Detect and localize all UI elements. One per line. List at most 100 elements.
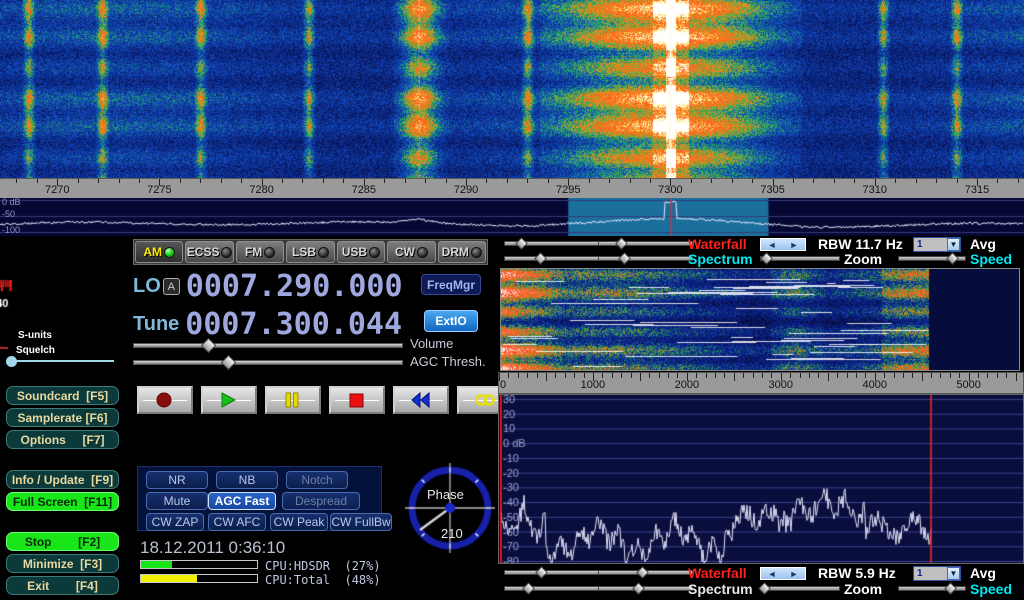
rbw-spinner-bottom[interactable]: ◄ ► bbox=[760, 567, 806, 580]
wf-contrast-knob-top[interactable] bbox=[515, 237, 528, 250]
pause-button[interactable] bbox=[265, 386, 321, 414]
extio-button[interactable]: ExtIO bbox=[424, 310, 478, 332]
rf-scale-label: 7280 bbox=[249, 184, 274, 196]
af-scale-label: 2000 bbox=[674, 379, 700, 391]
sidebar-button-minimize[interactable]: Minimize [F3] bbox=[6, 554, 119, 573]
rf-frequency-scale[interactable]: 7270 7275 7280 7285 7290 7295 7300 7305 7310 7315 bbox=[0, 178, 1024, 198]
zoom-slider-top[interactable] bbox=[760, 252, 840, 265]
rbw-right-arrow-top[interactable]: ► bbox=[789, 239, 799, 250]
vfo-ab-badge[interactable]: A bbox=[162, 278, 180, 295]
speed-knob-top[interactable] bbox=[946, 252, 959, 265]
sidebar-button-samplerate[interactable]: Samplerate [F6] bbox=[6, 408, 119, 427]
dsp-button-cw-fullbw[interactable]: CW FullBw bbox=[330, 513, 392, 531]
mode-button-lsb[interactable]: LSB bbox=[286, 241, 335, 263]
lo-frequency-value[interactable]: 0007.290.000 bbox=[185, 269, 403, 304]
volume-knob[interactable] bbox=[200, 337, 217, 354]
dsp-button-nr[interactable]: NR bbox=[146, 471, 208, 489]
sp-contrast-knob-top[interactable] bbox=[534, 252, 547, 265]
rf-scale-label: 7285 bbox=[351, 184, 377, 196]
speed-slider-top[interactable] bbox=[898, 252, 966, 265]
sidebar-button-info[interactable]: Info / Update [F9] bbox=[6, 470, 119, 489]
sp-range-knob-bot[interactable] bbox=[632, 582, 645, 595]
sidebar-menu[interactable]: Soundcard [F5] Samplerate [F6] Options [F7… bbox=[6, 386, 119, 598]
rbw-left-arrow-bottom[interactable]: ◄ bbox=[767, 568, 777, 579]
wf-brightness-knob-bot[interactable] bbox=[636, 566, 649, 579]
af-scale-tick bbox=[771, 373, 773, 378]
wf-brightness-slider-top[interactable] bbox=[598, 237, 693, 250]
agc-threshold-label: AGC Thresh. bbox=[410, 354, 486, 369]
af-scale-tick bbox=[705, 373, 707, 378]
zoom-slider-bottom[interactable] bbox=[758, 582, 840, 595]
mode-button-ecss[interactable]: ECSS bbox=[185, 241, 234, 263]
clock-display: 18.12.2011 0:36:10 bbox=[140, 538, 286, 557]
sp-contrast-knob-bot[interactable] bbox=[522, 582, 535, 595]
speed-slider-bottom[interactable] bbox=[898, 582, 966, 595]
freq-manager-button[interactable]: FreqMgr bbox=[421, 274, 481, 295]
wf-contrast-slider-bot[interactable] bbox=[504, 566, 599, 579]
rbw-spinner-top[interactable]: ◄ ► bbox=[760, 238, 806, 251]
mode-selector[interactable]: AM ECSS FM LSB USB CW DRM bbox=[133, 239, 488, 265]
transport-controls[interactable] bbox=[137, 386, 513, 414]
mode-button-cw[interactable]: CW bbox=[387, 241, 436, 263]
volume-slider[interactable] bbox=[133, 337, 403, 354]
sidebar-button-options[interactable]: Options [F7] bbox=[6, 430, 119, 449]
sidebar-button-full[interactable]: Full Screen [F11] bbox=[6, 492, 119, 511]
sp-contrast-slider-top[interactable] bbox=[504, 252, 599, 265]
dsp-button-mute[interactable]: Mute bbox=[146, 492, 208, 510]
af-scale-tick bbox=[1006, 373, 1008, 378]
zoom-knob-top[interactable] bbox=[760, 252, 773, 265]
rbw-right-arrow-bottom[interactable]: ► bbox=[789, 568, 799, 579]
avg-combo-top[interactable]: 1 ▼ bbox=[913, 237, 961, 252]
rf-spectrum-display[interactable]: 0 dB -50 -100 bbox=[0, 198, 1024, 236]
af-waterfall-display[interactable] bbox=[500, 268, 1020, 371]
sidebar-button-exit[interactable]: Exit [F4] bbox=[6, 576, 119, 595]
wf-contrast-knob-bot[interactable] bbox=[535, 566, 548, 579]
dsp-button-nb[interactable]: NB bbox=[216, 471, 278, 489]
squelch-knob[interactable] bbox=[6, 356, 17, 367]
speed-knob-bottom[interactable] bbox=[944, 582, 957, 595]
af-top-row-2: Spectrum Zoom Speed bbox=[498, 251, 1024, 267]
af-frequency-scale[interactable]: 0 1000 2000 3000 4000 5000 bbox=[498, 372, 1024, 394]
sp-range-knob-top[interactable] bbox=[618, 252, 631, 265]
tune-frequency-value[interactable]: 0007.300.044 bbox=[185, 307, 403, 342]
play-button[interactable] bbox=[201, 386, 257, 414]
mode-button-fm[interactable]: FM bbox=[235, 241, 285, 263]
zoom-knob-bottom[interactable] bbox=[758, 582, 771, 595]
rewind-button[interactable] bbox=[393, 386, 449, 414]
record-button[interactable] bbox=[137, 386, 193, 414]
wf-brightness-knob-top[interactable] bbox=[615, 237, 628, 250]
rf-waterfall-display[interactable] bbox=[0, 0, 1024, 178]
scale-tick bbox=[752, 179, 754, 183]
chevron-down-icon[interactable]: ▼ bbox=[947, 238, 960, 251]
stop-button[interactable] bbox=[329, 386, 385, 414]
sp-range-slider-bot[interactable] bbox=[598, 582, 693, 595]
rbw-left-arrow-top[interactable]: ◄ bbox=[767, 239, 777, 250]
af-scale-label: 4000 bbox=[862, 379, 887, 391]
phase-dial[interactable]: Phase 210 bbox=[403, 461, 498, 561]
dsp-button-despread[interactable]: Despread bbox=[282, 492, 360, 510]
dsp-button-agc-fast[interactable]: AGC Fast bbox=[208, 492, 276, 510]
wf-contrast-slider-top[interactable] bbox=[504, 237, 599, 250]
mode-button-am[interactable]: AM bbox=[135, 241, 184, 263]
af-spectrum-display[interactable] bbox=[498, 394, 1024, 564]
dsp-button-cw-zap[interactable]: CW ZAP bbox=[146, 513, 204, 531]
af-scale-tick bbox=[874, 373, 876, 381]
mode-button-drm[interactable]: DRM bbox=[437, 241, 486, 263]
dsp-button-cw-afc[interactable]: CW AFC bbox=[208, 513, 266, 531]
avg-combo-bottom[interactable]: 1 ▼ bbox=[913, 566, 961, 581]
dsp-controls-panel[interactable]: NR NB Notch Mute AGC Fast Despread CW ZAP CW AF… bbox=[137, 466, 392, 531]
chevron-down-icon[interactable]: ▼ bbox=[947, 567, 960, 580]
sp-range-slider-top[interactable] bbox=[598, 252, 693, 265]
squelch-slider[interactable] bbox=[4, 355, 114, 367]
agc-threshold-slider[interactable] bbox=[133, 354, 403, 371]
mode-button-usb[interactable]: USB bbox=[336, 241, 386, 263]
sidebar-button-soundcard[interactable]: Soundcard [F5] bbox=[6, 386, 119, 405]
agc-knob[interactable] bbox=[220, 354, 237, 371]
af-scale-tick bbox=[940, 373, 942, 378]
dsp-button-notch[interactable]: Notch bbox=[286, 471, 348, 489]
sidebar-button-stop[interactable]: Stop [F2] bbox=[6, 532, 119, 551]
sp-contrast-slider-bot[interactable] bbox=[504, 582, 599, 595]
mode-led-icon bbox=[470, 246, 482, 258]
wf-brightness-slider-bot[interactable] bbox=[598, 566, 693, 579]
dsp-button-cw-peak[interactable]: CW Peak bbox=[270, 513, 328, 531]
